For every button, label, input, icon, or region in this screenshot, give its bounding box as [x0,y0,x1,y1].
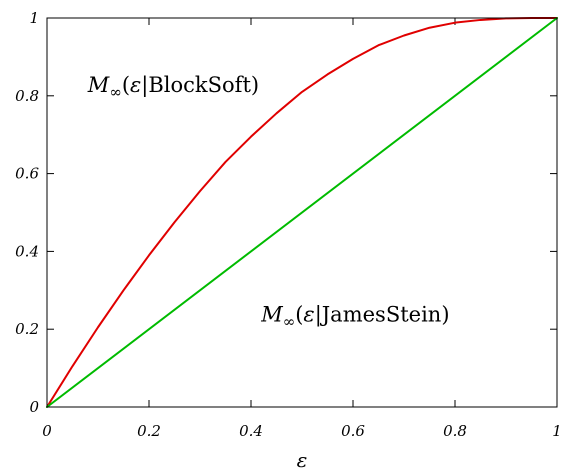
y-tick-label: 0.8 [15,87,39,105]
label-paren-open: ( [122,73,130,97]
x-axis-title: ε [297,448,308,472]
label-symbol: M [87,73,110,97]
y-tick-label: 0.2 [15,320,39,338]
x-tick-label: 1 [552,422,562,440]
series-label-blocksoft: M∞(ε|BlockSoft) [87,73,259,101]
label-paren-open: ( [295,302,303,326]
y-tick-label: 0.4 [15,242,39,260]
tick-labels: 0 0.2 0.4 0.6 0.8 1 0 0.2 0.4 0.6 0.8 1 [15,9,562,440]
series-label-jamesstein: M∞(ε|JamesStein) [260,302,449,330]
label-epsilon: ε [130,73,141,97]
x-tick-label: 0.6 [341,422,365,440]
label-symbol: M [260,302,283,326]
x-tick-label: 0.4 [239,422,263,440]
series-line-blocksoft [46,17,558,408]
label-method: |BlockSoft) [141,73,259,98]
label-subscript: ∞ [283,312,296,330]
label-epsilon: ε [303,302,314,326]
x-tick-label: 0.8 [443,422,467,440]
label-subscript: ∞ [109,83,122,101]
annotations: M∞(ε|BlockSoft)M∞(ε|JamesStein) [87,73,450,331]
plot-frame [46,17,558,408]
x-tick-label: 0 [42,422,52,440]
x-tick-label: 0.2 [137,422,161,440]
series-line-jamesstein [46,17,558,408]
y-tick-label: 0 [29,398,39,416]
y-tick-label: 0.6 [15,165,39,183]
series-group [46,17,558,408]
y-tick-label: 1 [29,9,39,27]
label-method: |JamesStein) [315,302,450,327]
